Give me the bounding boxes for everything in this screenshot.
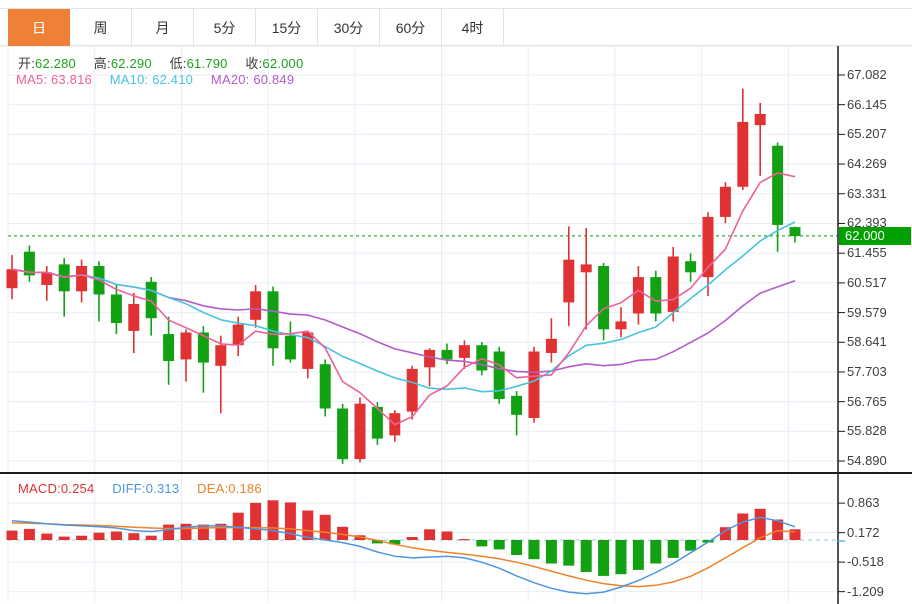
price-axis-label: 60.517 [847, 274, 887, 290]
ma-readout: MA5: 63.816 MA10: 62.410 MA20: 60.849 [16, 72, 308, 87]
price-axis-label: 58.641 [847, 334, 887, 350]
close-label: 收: [245, 56, 263, 71]
high-value: 62.290 [110, 56, 152, 71]
tab-15min[interactable]: 15分 [256, 9, 318, 46]
low-label: 低: [169, 56, 187, 71]
tab-5min[interactable]: 5分 [194, 9, 256, 46]
ma5-readout: MA5: 63.816 [16, 72, 92, 87]
price-axis-label: 63.331 [847, 185, 887, 201]
macd-axis-label: 0.172 [847, 524, 880, 540]
ma20-readout: MA20: 60.849 [210, 72, 295, 87]
tab-day[interactable]: 日 [8, 9, 70, 46]
macd-axis-label: -1.209 [847, 583, 884, 599]
open-value: 62.280 [35, 56, 76, 71]
price-axis-label: 61.455 [847, 245, 887, 261]
open-label: 开: [18, 56, 36, 71]
tab-30min[interactable]: 30分 [318, 9, 380, 46]
ma10-readout: MA10: 62.410 [109, 72, 194, 87]
macd-axis-label: 0.863 [847, 495, 880, 511]
tab-month[interactable]: 月 [132, 9, 194, 46]
price-axis-label: 64.269 [847, 156, 887, 172]
price-axis-label: 57.703 [847, 363, 887, 379]
price-axis-label: 62.393 [847, 215, 887, 231]
ohlc-readout: 开:62.280 高:62.290 低:61.790 收:62.000 [18, 53, 317, 72]
period-tab-bar: 日周月 5分 15分 30分 60分 4时 [0, 8, 912, 46]
price-axis-label: 66.145 [847, 96, 887, 112]
price-axis-label: 65.207 [847, 126, 887, 142]
tab-week[interactable]: 周 [70, 9, 132, 46]
dea-value: DEA:0.186 [197, 481, 262, 496]
macd-readout: MACD:0.254 DIFF:0.313 DEA:0.186 [18, 481, 276, 496]
price-axis-label: 55.828 [847, 423, 887, 439]
macd-axis-label: -0.518 [847, 554, 884, 570]
price-axis-label: 59.579 [847, 304, 887, 320]
macd-value: MACD:0.254 [18, 481, 95, 496]
price-axis-label: 56.765 [847, 393, 887, 409]
low-value: 61.790 [186, 56, 228, 71]
diff-value: DIFF:0.313 [112, 481, 180, 496]
current-price-badge: 62.000 [839, 226, 911, 245]
tab-60min[interactable]: 60分 [380, 9, 442, 46]
high-label: 高: [93, 56, 111, 71]
price-axis-label: 54.890 [847, 453, 887, 469]
close-value: 62.000 [262, 56, 304, 71]
tab-4hour[interactable]: 4时 [442, 9, 504, 46]
price-axis-label: 67.082 [847, 67, 887, 82]
